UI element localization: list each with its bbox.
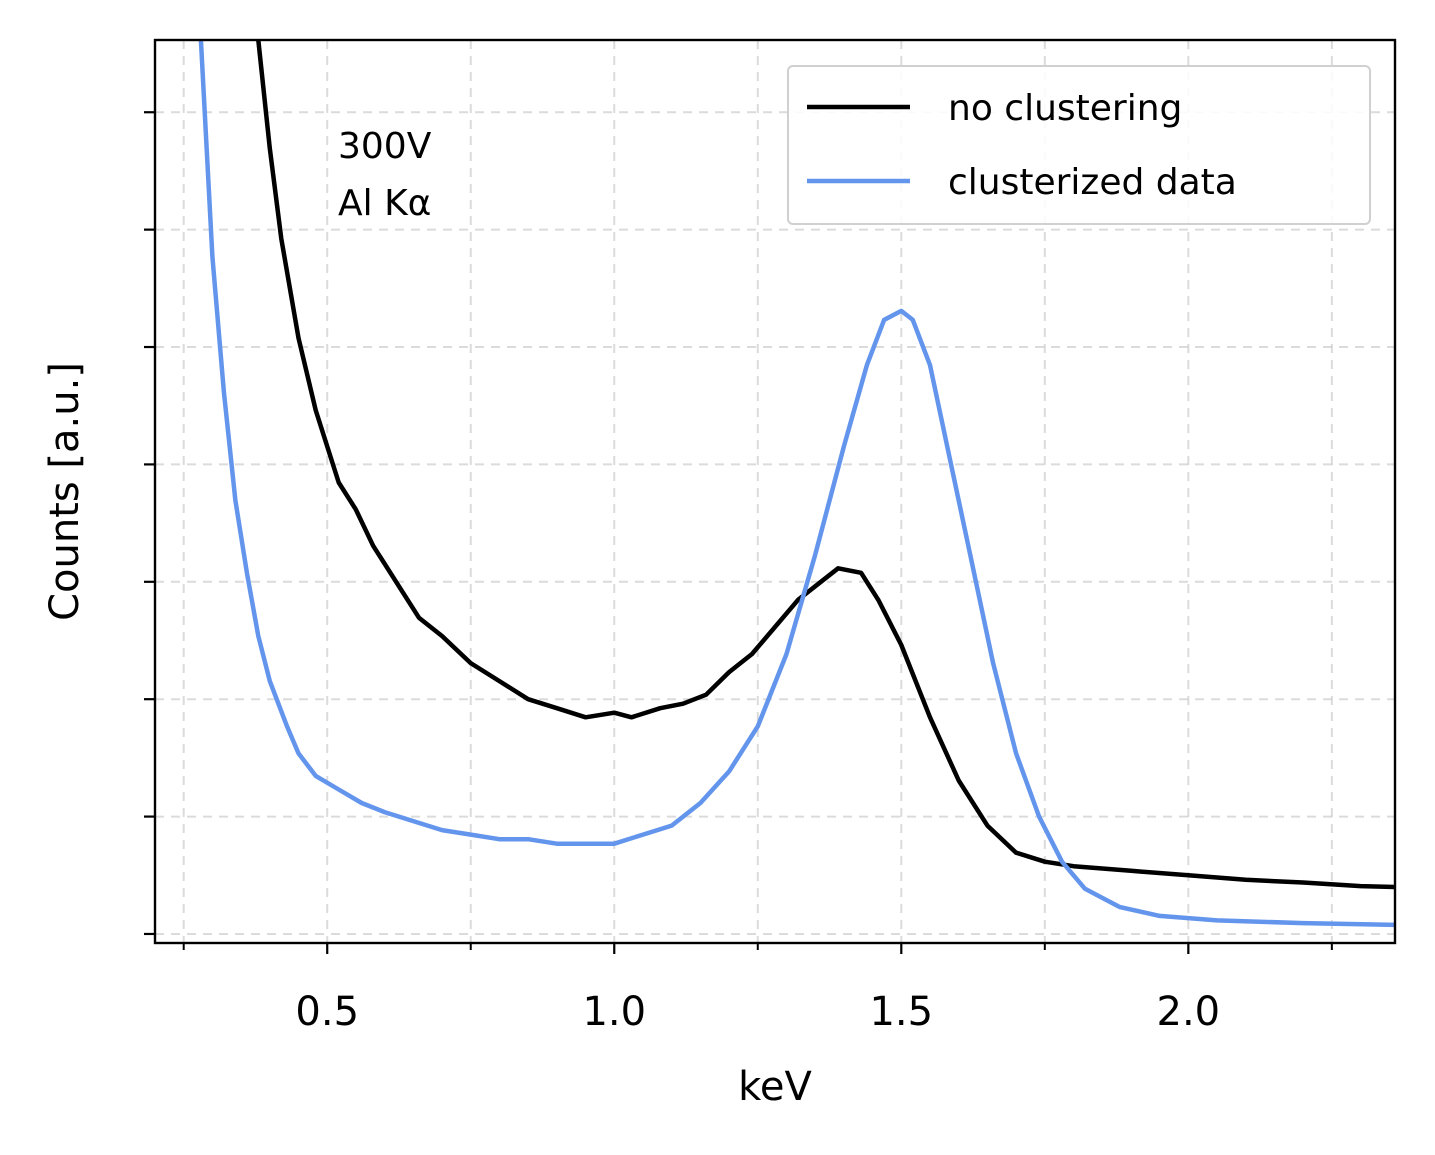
series-line-clusterized-data (198, 40, 1395, 928)
y-axis-label: Counts [a.u.] (42, 362, 88, 621)
legend-box (787, 65, 1371, 225)
x-tick-label: 2.0 (1157, 989, 1221, 1035)
legend: no clustering clusterized data (787, 65, 1371, 225)
legend-label-clusterized-data: clusterized data (948, 162, 1237, 203)
axes: 0.5 1.0 1.5 2.0 (144, 111, 1333, 1035)
series-line-no-clustering (256, 40, 1395, 890)
annotation: 300V Al Kα (338, 126, 432, 224)
axis-labels: keV Counts [a.u.] (42, 362, 812, 1110)
x-tick-label: 0.5 (295, 989, 359, 1035)
plot-series (198, 40, 1395, 928)
x-tick-label: 1.0 (582, 989, 646, 1035)
x-axis-label: keV (738, 1064, 812, 1110)
plot-frame (153, 38, 1397, 945)
legend-label-no-clustering: no clustering (948, 88, 1182, 129)
annotation-voltage: 300V (338, 126, 432, 167)
annotation-line: Al Kα (338, 183, 431, 224)
x-tick-label: 1.5 (869, 989, 933, 1035)
